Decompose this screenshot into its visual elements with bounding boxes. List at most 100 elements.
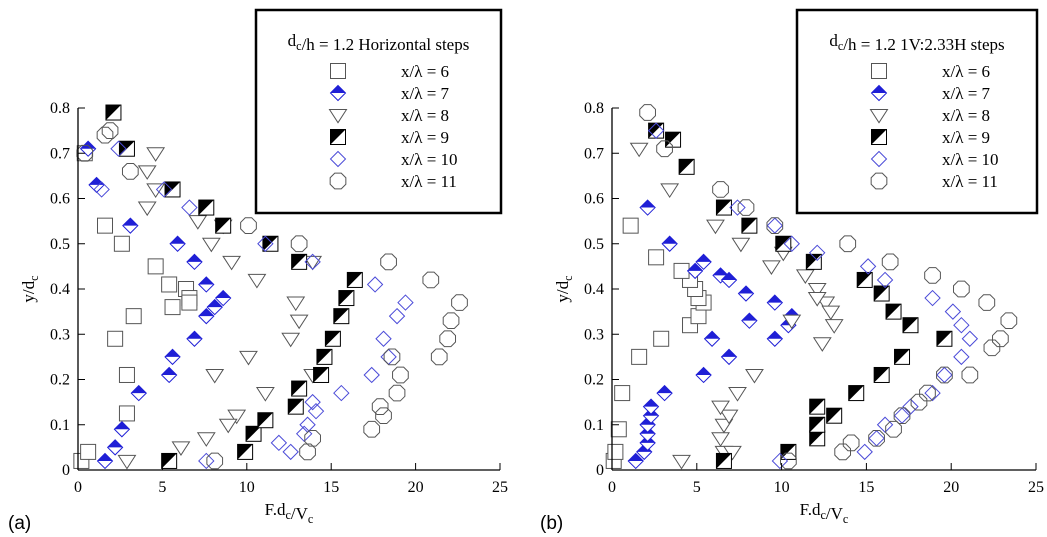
legend-marker [871, 63, 887, 79]
data-point [1000, 312, 1018, 330]
data-point [629, 142, 649, 158]
data-point [215, 217, 232, 234]
legend-marker [330, 63, 346, 79]
data-point [240, 217, 257, 234]
data-point [107, 330, 124, 347]
legend-marker [871, 129, 887, 145]
data-point [924, 289, 941, 307]
panel-b: 0 5 10 15 20 25 0 0.1 0.2 0.3 0.4 0.5 0.6 0.7 0.8 F.dc/… [553, 8, 1044, 526]
data-point [422, 271, 440, 289]
data-point [198, 452, 215, 470]
y-tick-label: 0.8 [584, 100, 604, 117]
data-point [762, 260, 781, 275]
legend: dc/h = 1.2 1V:2.33H steps x/λ = 6 x/λ = 7 x… [795, 8, 1039, 215]
data-point [380, 253, 397, 271]
data-point [186, 253, 203, 271]
data-point [885, 420, 902, 438]
data-point [338, 290, 355, 307]
legend-label: x/λ = 10 [401, 150, 458, 169]
x-tick-label: 20 [943, 479, 959, 496]
data-point [237, 443, 254, 460]
data-point [642, 398, 660, 415]
data-point [198, 307, 215, 325]
data-point [686, 262, 704, 280]
legend-box [795, 8, 1039, 215]
x-tick-label: 20 [408, 479, 424, 496]
data-point [118, 405, 135, 422]
data-point [383, 348, 401, 366]
data-point [873, 366, 890, 383]
data-point [953, 348, 970, 366]
legend-marker [329, 84, 347, 102]
y-tick-label: 0.6 [584, 191, 604, 208]
data-point [780, 452, 797, 470]
data-point [719, 409, 739, 425]
data-point [766, 330, 784, 347]
data-point [809, 430, 826, 447]
data-point [439, 330, 457, 348]
panel-a: 0 5 10 15 20 25 0 0.1 0.2 0.3 0.4 0.5 0.6 0.7 0.8 F.dc/… [19, 8, 508, 526]
data-point [101, 122, 119, 139]
data-point [291, 380, 308, 397]
y-tick-label: 0 [596, 462, 604, 479]
data-point [198, 276, 215, 293]
data-point [392, 366, 409, 384]
data-point [647, 122, 665, 139]
data-point [118, 366, 135, 383]
data-point [313, 366, 330, 383]
legend: dc/h = 1.2 Horizontal steps x/λ = 6 x/λ = … [254, 8, 503, 215]
y-tick-label: 0.7 [584, 145, 604, 162]
legend-label: x/λ = 9 [401, 128, 449, 147]
data-point [282, 443, 299, 461]
data-point [703, 330, 721, 347]
data-point [902, 398, 919, 415]
data-point [96, 452, 114, 470]
data-point [262, 235, 279, 252]
legend-marker [869, 108, 889, 124]
data-point [397, 294, 414, 311]
panel-label-a: (a) [8, 513, 31, 534]
data-point [834, 443, 852, 461]
data-point [146, 183, 166, 199]
data-point [885, 303, 902, 320]
data-point [430, 348, 448, 366]
data-point [137, 201, 157, 217]
data-point [113, 235, 130, 252]
x-tick-label: 0 [74, 479, 82, 496]
data-point [451, 294, 468, 311]
data-point [812, 337, 832, 352]
data-point [816, 296, 836, 312]
data-point [690, 308, 707, 325]
data-point [363, 420, 381, 438]
legend-marker [870, 84, 888, 102]
data-point [656, 140, 673, 158]
data-point [893, 407, 911, 425]
data-point [375, 407, 392, 425]
data-point [366, 276, 384, 293]
data-point [715, 452, 732, 469]
series-0-5 [76, 122, 468, 470]
data-point [807, 292, 827, 307]
data-point [96, 126, 114, 144]
data-point [227, 409, 247, 425]
data-point [741, 312, 758, 329]
data-point [839, 235, 857, 253]
data-point [766, 294, 784, 311]
series-1-1 [627, 199, 800, 470]
data-point [137, 165, 157, 180]
y-axis-label: y/dc [19, 275, 41, 303]
data-point [627, 452, 644, 470]
data-point [978, 294, 996, 311]
data-point [239, 350, 258, 366]
legend-label: x/λ = 6 [401, 62, 449, 81]
legend-marker [328, 108, 348, 124]
data-point [76, 144, 94, 162]
data-point [672, 454, 691, 470]
data-point [856, 271, 873, 288]
data-point [902, 317, 919, 334]
data-point [291, 253, 308, 270]
data-point [673, 262, 690, 279]
data-point [695, 366, 712, 384]
data-point [206, 452, 224, 470]
data-point [961, 330, 979, 347]
